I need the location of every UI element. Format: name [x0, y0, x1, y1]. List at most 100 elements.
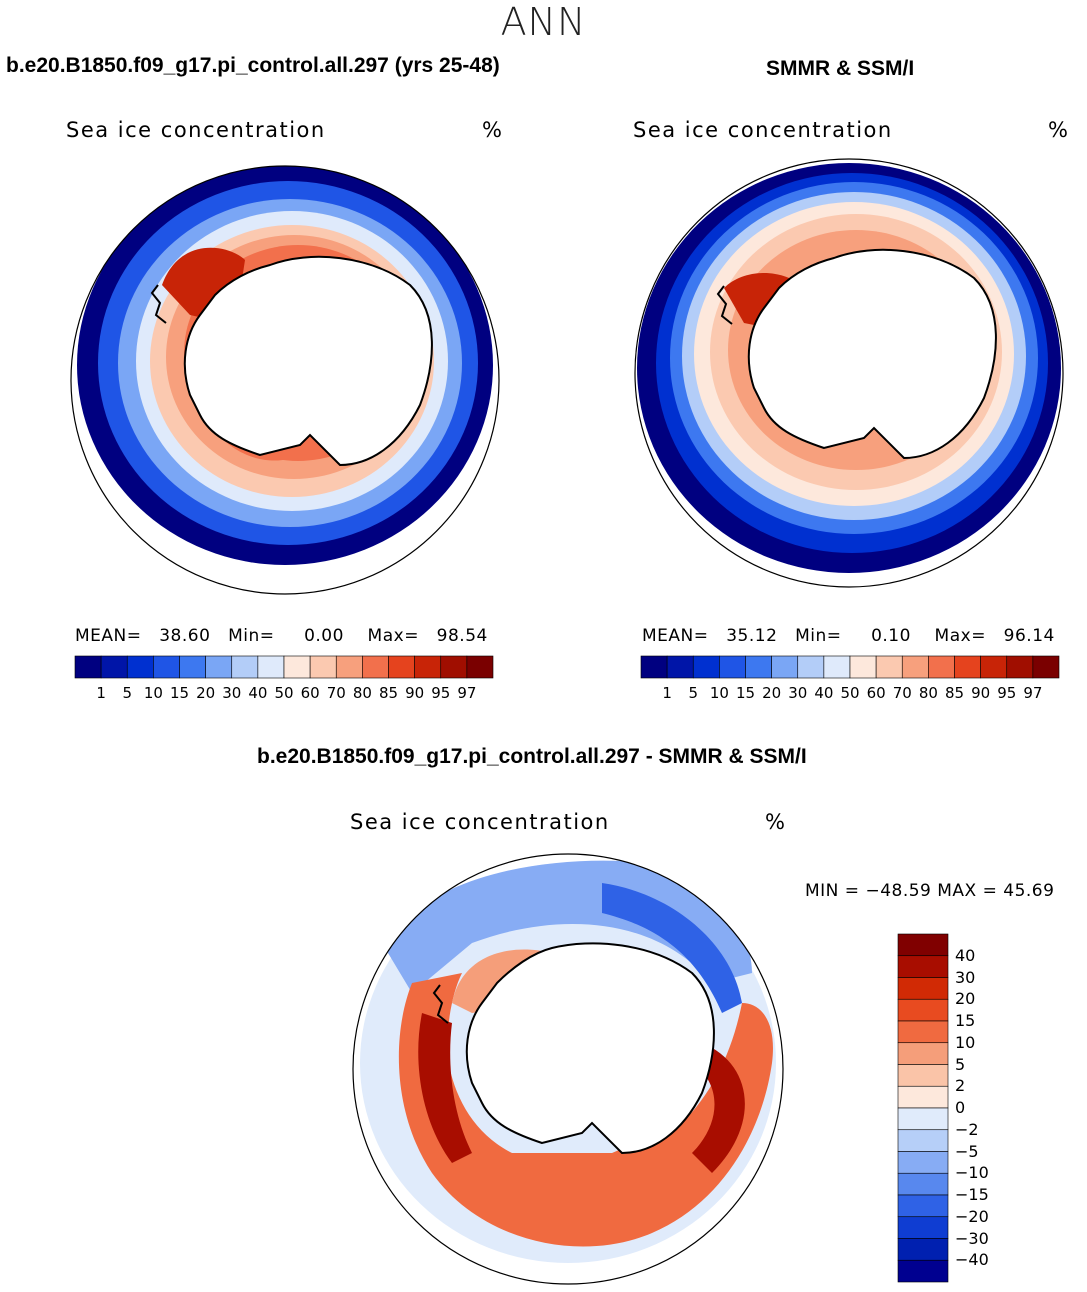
- obs-colorbar-swatch: [666, 655, 694, 679]
- model-colorbar-ticks: 1 5 10 15 20 30 40 50 60 70 80 85 90 95 97: [75, 684, 493, 704]
- obs-panel-title: SMMR & SSM/I: [766, 57, 915, 80]
- diff-colorbar-tick-label: −30: [955, 1228, 989, 1248]
- model-colorbar-swatch: [179, 655, 206, 679]
- model-colorbar-tick-label: 20: [196, 684, 216, 702]
- obs-colorbar-swatch: [719, 655, 746, 679]
- obs-ice-field: [635, 159, 1063, 587]
- obs-colorbar-tick-label: 5: [688, 684, 699, 702]
- obs-colorbar-tick-label: 97: [1023, 684, 1043, 702]
- diff-colorbar-swatch: [897, 955, 949, 978]
- diff-colorbar-tick-label: 0: [955, 1098, 966, 1117]
- diff-colorbar-tick-label: −40: [955, 1250, 989, 1270]
- model-colorbar-tick-label: 5: [122, 684, 133, 702]
- obs-colorbar-swatch: [692, 655, 720, 679]
- model-colorbar-swatch: [309, 655, 337, 679]
- obs-colorbar-tick-label: 70: [892, 684, 912, 702]
- diff-colorbar-swatch: [897, 1129, 949, 1152]
- diff-colorbar-swatch: [897, 1238, 949, 1261]
- diff-colorbar-tick-label: 30: [955, 967, 976, 987]
- model-ice-field: [71, 166, 499, 594]
- diff-colorbar-tick-label: −2: [955, 1119, 979, 1139]
- diff-colorbar: [897, 933, 949, 1283]
- obs-colorbar-swatch: [771, 655, 799, 679]
- model-colorbar-swatch: [100, 655, 128, 679]
- diff-panel-title: b.e20.B1850.f09_g17.pi_control.all.297 -…: [257, 745, 807, 768]
- model-colorbar-swatch: [74, 655, 102, 679]
- diff-colorbar-tick-label: 5: [955, 1054, 966, 1074]
- obs-colorbar-swatch: [954, 655, 981, 679]
- obs-colorbar-tick-label: 15: [735, 684, 756, 702]
- diff-colorbar-swatch: [897, 1259, 949, 1283]
- obs-colorbar-swatch: [823, 655, 851, 679]
- obs-colorbar-tick-label: 1: [662, 684, 672, 702]
- model-colorbar-tick-label: 30: [222, 684, 242, 702]
- diff-colorbar-swatch: [897, 1107, 949, 1131]
- model-colorbar-swatch: [440, 655, 468, 679]
- model-colorbar-swatch: [153, 655, 180, 679]
- obs-colorbar-swatch: [901, 655, 929, 679]
- model-polar-map: [70, 165, 500, 595]
- obs-colorbar-swatch: [849, 655, 877, 679]
- diff-colorbar-swatch: [897, 1151, 949, 1174]
- model-colorbar-swatch: [231, 655, 259, 679]
- diff-colorbar-swatch: [897, 1216, 949, 1239]
- season-title: ANN: [500, 0, 587, 44]
- obs-colorbar-tick-label: 20: [762, 684, 782, 702]
- diff-colorbar-swatch: [897, 1172, 949, 1196]
- model-colorbar-tick-label: 50: [274, 684, 294, 702]
- model-colorbar-swatch: [205, 655, 233, 679]
- diff-colorbar-tick-label: 10: [955, 1032, 976, 1052]
- diff-colorbar-swatch: [897, 1064, 949, 1087]
- model-colorbar-tick-label: 60: [300, 684, 320, 702]
- diff-colorbar-tick-label: 40: [955, 945, 976, 965]
- model-colorbar-swatch: [257, 655, 285, 679]
- obs-colorbar-tick-label: 80: [918, 684, 938, 702]
- obs-colorbar-swatch: [875, 655, 903, 679]
- model-colorbar-swatch: [126, 655, 154, 679]
- model-variable-label: Sea ice concentration: [66, 118, 326, 142]
- model-colorbar-swatch: [335, 655, 363, 679]
- obs-colorbar-swatch: [928, 655, 955, 679]
- model-colorbar: [74, 655, 494, 679]
- model-colorbar-swatch: [283, 655, 311, 679]
- diff-colorbar-tick-label: −5: [955, 1141, 979, 1161]
- obs-colorbar-ticks: 1 5 10 15 20 30 40 50 60 70 80 85 90 95 97: [641, 684, 1059, 704]
- diff-colorbar-swatch: [897, 977, 949, 1000]
- obs-colorbar-tick-label: 90: [971, 684, 991, 702]
- model-colorbar-tick-label: 1: [96, 684, 106, 702]
- diff-colorbar-tick-label: −10: [955, 1163, 989, 1183]
- diff-colorbar-ticks: 40 30 20 15 10 5 2 0 −2 −5 −10 −15 −20 −30 −40: [955, 934, 1015, 1282]
- diff-minmax: MIN = −48.59 MAX = 45.69: [805, 881, 1055, 901]
- obs-colorbar-tick-label: 50: [840, 684, 860, 702]
- diff-colorbar-tick-label: −20: [955, 1206, 989, 1226]
- obs-colorbar-swatch: [745, 655, 772, 679]
- obs-colorbar-swatch: [1032, 655, 1060, 679]
- obs-colorbar: [640, 655, 1060, 679]
- diff-colorbar-tick-label: 15: [955, 1011, 976, 1030]
- model-colorbar-tick-label: 40: [248, 684, 268, 702]
- obs-colorbar-swatch: [1006, 655, 1034, 679]
- diff-colorbar-swatch: [897, 998, 949, 1022]
- diff-ice-field: [353, 854, 783, 1284]
- obs-variable-label: Sea ice concentration: [633, 118, 893, 142]
- diff-colorbar-tick-label: 20: [955, 989, 976, 1009]
- diff-colorbar-swatch: [897, 933, 949, 957]
- diff-colorbar-tick-label: 2: [955, 1076, 966, 1096]
- model-colorbar-swatch: [388, 655, 415, 679]
- model-panel-title: b.e20.B1850.f09_g17.pi_control.all.297 (…: [6, 54, 500, 77]
- obs-colorbar-tick-label: 30: [788, 684, 808, 702]
- model-colorbar-tick-label: 95: [431, 684, 451, 702]
- model-units-label: %: [482, 118, 504, 142]
- obs-colorbar-swatch: [980, 655, 1008, 679]
- model-colorbar-swatch: [466, 655, 494, 679]
- obs-colorbar-tick-label: 10: [709, 684, 729, 702]
- diff-units-label: %: [765, 810, 787, 834]
- model-colorbar-tick-label: 80: [352, 684, 372, 702]
- diff-variable-label: Sea ice concentration: [350, 810, 610, 834]
- obs-colorbar-tick-label: 60: [866, 684, 886, 702]
- model-colorbar-tick-label: 15: [169, 684, 190, 702]
- obs-colorbar-tick-label: 85: [944, 684, 965, 702]
- obs-colorbar-swatch: [640, 655, 668, 679]
- diff-colorbar-swatch: [897, 1020, 949, 1044]
- obs-units-label: %: [1048, 118, 1070, 142]
